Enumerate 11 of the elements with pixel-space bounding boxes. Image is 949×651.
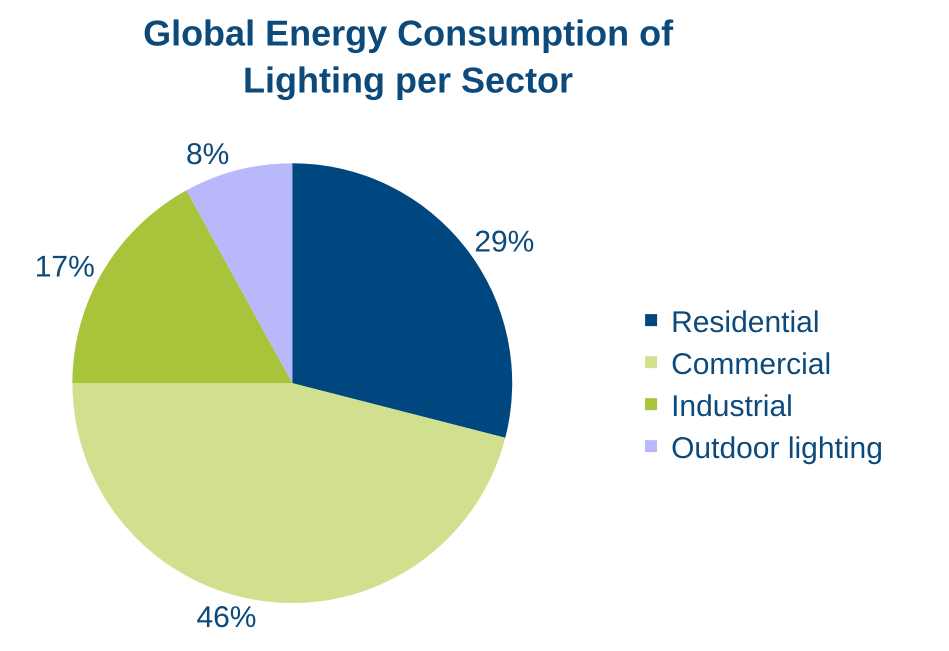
legend-label: Industrial (671, 390, 793, 423)
chart-title: Global Energy Consumption of Lighting per Sector (143, 12, 674, 100)
data-label: 17% (34, 250, 95, 284)
data-label: 29% (474, 226, 534, 259)
legend-label: Residential (671, 306, 820, 339)
pie-slice (72, 383, 506, 603)
pie-slice (186, 163, 292, 384)
legend-label: Outdoor lighting (671, 432, 883, 465)
data-label: 46% (196, 601, 256, 634)
legend-label: Commercial (671, 348, 832, 381)
data-label: 8% (186, 138, 230, 172)
